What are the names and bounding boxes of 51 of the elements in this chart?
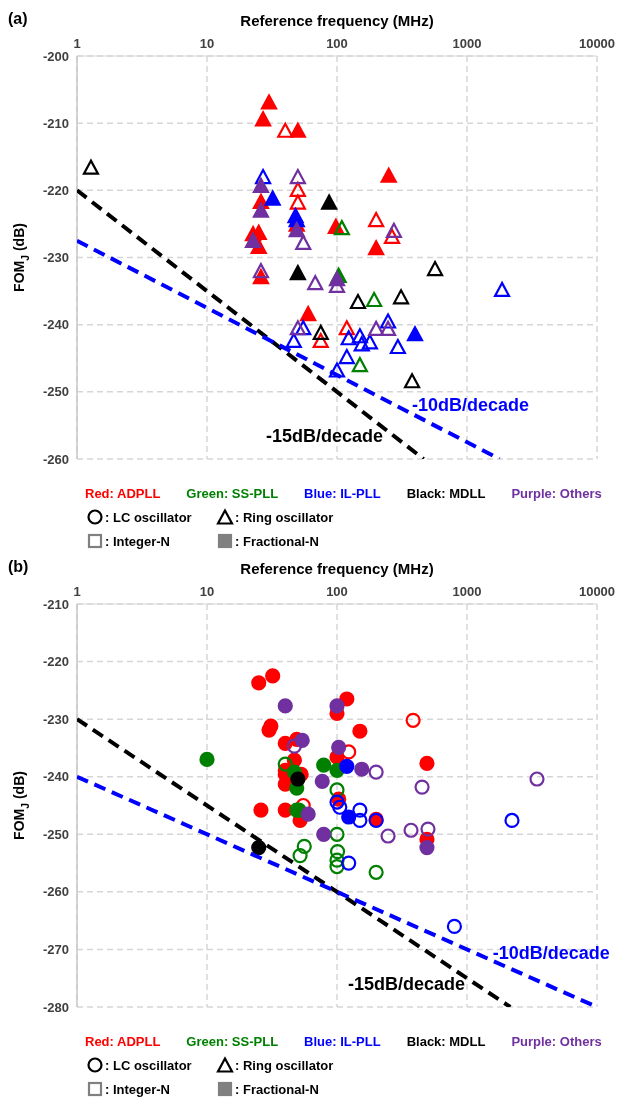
- text: : Ring oscillator: [235, 509, 334, 525]
- x-tick-label: 100: [326, 36, 348, 51]
- text: : LC oscillator: [105, 509, 192, 525]
- text: Red: ADPLL: [85, 1034, 161, 1049]
- text: Black: MDLL: [406, 1034, 486, 1049]
- text: : Integer-N: [105, 533, 170, 549]
- y-tick-label: -230: [42, 711, 69, 727]
- y-tick-label: -220: [42, 182, 69, 198]
- y-tick-label: -250: [42, 826, 69, 842]
- x-tick-label: 100: [326, 584, 348, 599]
- y-tick-label: -280: [42, 999, 69, 1015]
- chart-title: (a): [8, 10, 28, 28]
- x-tick-label: 10: [199, 36, 215, 51]
- x-tick-label: 10: [199, 584, 215, 599]
- y-tick-label: -250: [42, 384, 69, 400]
- x-tick-label: 10000: [578, 36, 616, 51]
- text: Purple: Others: [511, 486, 602, 501]
- text: Red: ADPLL: [85, 486, 161, 501]
- text: : Fractional-N: [235, 1081, 319, 1097]
- y-tick-label: -220: [42, 654, 69, 670]
- x-tick-label: 1: [73, 584, 81, 599]
- text: : LC oscillator: [105, 1057, 192, 1073]
- series-label: -10dB/decade: [412, 395, 530, 416]
- y-tick-label: -240: [42, 317, 69, 333]
- text: : Fractional-N: [235, 533, 319, 549]
- x-tick-label: 1000: [452, 36, 482, 51]
- y-tick-label: -240: [42, 769, 69, 785]
- y-tick-label: -200: [42, 48, 69, 64]
- text: : Integer-N: [105, 1081, 170, 1097]
- series-label: -15dB/decade: [347, 973, 465, 994]
- text: Green: SS-PLL: [186, 1034, 279, 1049]
- y-tick-label: -210: [42, 115, 69, 131]
- chart-title: (b): [8, 558, 29, 576]
- text: : Ring oscillator: [235, 1057, 334, 1073]
- y-tick-label: -270: [42, 942, 69, 958]
- text: Purple: Others: [511, 1034, 602, 1049]
- x-tick-label: 10000: [578, 584, 616, 599]
- y-tick-label: -230: [42, 250, 69, 266]
- x-axis-title: Reference frequency (MHz): [240, 11, 434, 29]
- y-tick-label: -260: [42, 884, 69, 900]
- y-tick-label: -210: [42, 596, 69, 612]
- text: Blue: IL-PLL: [304, 486, 381, 501]
- y-tick-label: -260: [42, 451, 69, 467]
- text: Blue: IL-PLL: [304, 1034, 381, 1049]
- series-label: -10dB/decade: [492, 943, 610, 964]
- x-tick-label: 1: [73, 36, 81, 51]
- series-label: -15dB/decade: [266, 425, 384, 446]
- text: Black: MDLL: [406, 486, 486, 501]
- x-axis-title: Reference frequency (MHz): [240, 559, 434, 577]
- x-tick-label: 1000: [452, 584, 482, 599]
- text: Green: SS-PLL: [186, 486, 279, 501]
